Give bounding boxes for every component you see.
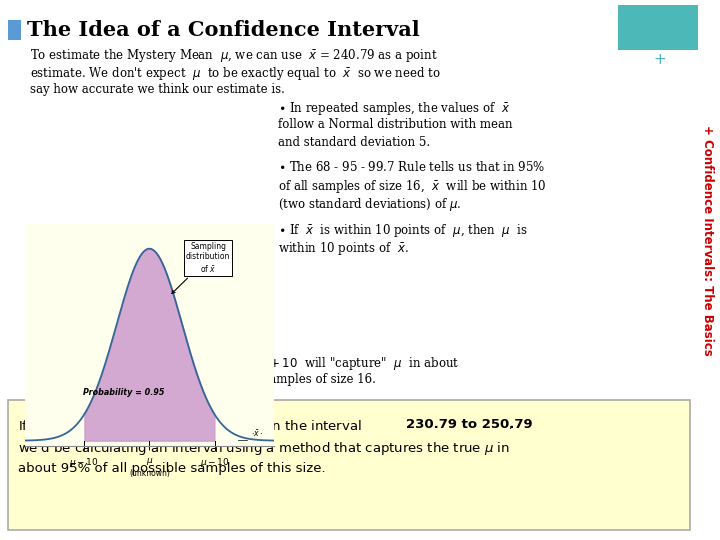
Text: Therefore, the interval from  $\bar{x}-10$ to $\bar{x}+10$  will "capture"  $\mu: Therefore, the interval from $\bar{x}-10… [30,355,459,372]
Text: and standard deviation 5.: and standard deviation 5. [278,136,430,149]
Text: follow a Normal distribution with mean: follow a Normal distribution with mean [278,118,513,131]
Text: say how accurate we think our estimate is.: say how accurate we think our estimate i… [30,83,285,96]
Text: estimate. We don't expect  $\mu$  to be exactly equal to  $\bar{x}$  so we need : estimate. We don't expect $\mu$ to be ex… [30,65,441,82]
Text: $\bullet$ In repeated samples, the values of  $\bar{x}$: $\bullet$ In repeated samples, the value… [278,100,510,117]
Text: $\mu-10$: $\mu-10$ [69,456,99,469]
Text: To estimate the Mystery Mean  $\mu$, we can use  $\bar{x}$ = 240.79 as a point: To estimate the Mystery Mean $\mu$, we c… [30,47,438,64]
Text: + Confidence Intervals: The Basics: + Confidence Intervals: The Basics [701,125,714,355]
Text: $\mu$: $\mu$ [145,456,153,467]
Text: 95% of all samples of size 16.: 95% of all samples of size 16. [200,373,376,386]
Text: +: + [654,52,667,67]
Text: $\bullet$ If  $\bar{x}$  is within 10 points of  $\mu$, then  $\mu$  is: $\bullet$ If $\bar{x}$ is within 10 poin… [278,222,528,239]
Text: 230.79 to 250.79: 230.79 to 250.79 [406,418,533,431]
FancyBboxPatch shape [618,5,698,50]
FancyBboxPatch shape [8,20,21,40]
Text: (unknown): (unknown) [129,469,170,477]
Text: (two standard deviations) of $\mu$.: (two standard deviations) of $\mu$. [278,196,462,213]
Text: of all samples of size 16,  $\bar{x}$  will be within 10: of all samples of size 16, $\bar{x}$ wil… [278,178,546,195]
Text: within 10 points of  $\bar{x}$.: within 10 points of $\bar{x}$. [278,240,409,257]
Text: $\cdot\bar{x}\cdot$: $\cdot\bar{x}\cdot$ [251,428,263,439]
FancyBboxPatch shape [8,400,690,530]
Text: Sampling
distribution
of $\bar{x}$: Sampling distribution of $\bar{x}$ [172,242,230,293]
Text: The Idea of a Confidence Interval: The Idea of a Confidence Interval [27,20,420,40]
Text: $\mu-10$: $\mu-10$ [200,456,230,469]
Text: $\bullet$ The 68 - 95 - 99.7 Rule tells us that in 95%: $\bullet$ The 68 - 95 - 99.7 Rule tells … [278,160,545,174]
Text: ,: , [508,418,512,431]
Text: about 95% of all possible samples of this size.: about 95% of all possible samples of thi… [18,462,325,475]
Text: Probability = 0.95: Probability = 0.95 [83,388,164,397]
Text: we'd be calculating an interval using a method that captures the true $\mu$ in: we'd be calculating an interval using a … [18,440,510,457]
Text: If we estimate that $\mu$ lies somewhere in the interval: If we estimate that $\mu$ lies somewhere… [18,418,363,435]
